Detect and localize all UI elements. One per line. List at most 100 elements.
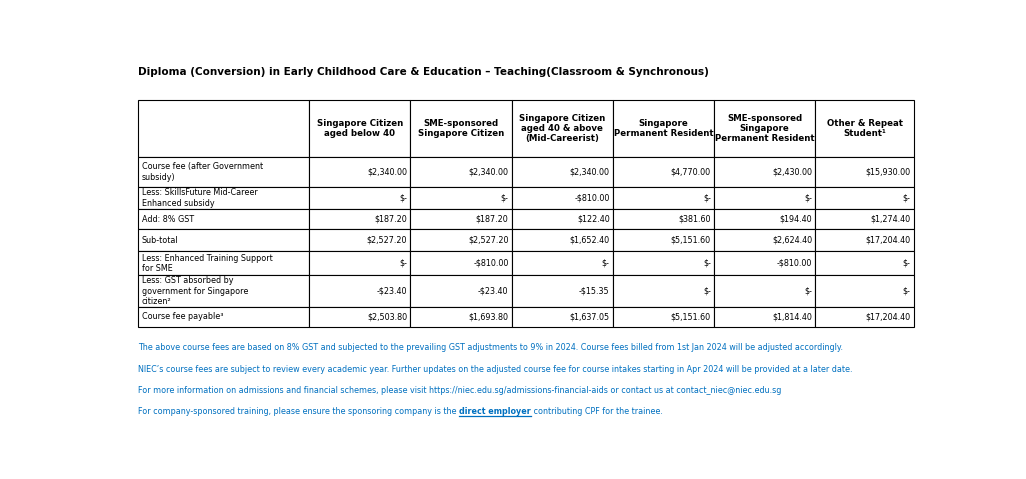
Text: Other & Repeat
Student¹: Other & Repeat Student¹ <box>827 119 903 138</box>
Bar <box>137 228 309 251</box>
Bar <box>816 251 914 275</box>
Bar <box>410 228 512 251</box>
Text: $187.20: $187.20 <box>374 215 407 224</box>
Bar <box>613 307 714 327</box>
Text: $381.60: $381.60 <box>678 215 711 224</box>
Text: Sub-total: Sub-total <box>142 236 179 245</box>
Bar <box>410 307 512 327</box>
Bar <box>137 307 309 327</box>
Text: $2,527.20: $2,527.20 <box>468 236 509 245</box>
Bar <box>309 307 410 327</box>
Text: The above course fees are based on 8% GST and subjected to the prevailing GST ad: The above course fees are based on 8% GS… <box>137 343 842 353</box>
Bar <box>410 251 512 275</box>
Bar <box>512 307 613 327</box>
Bar <box>410 187 512 209</box>
Bar <box>410 100 512 157</box>
Bar <box>714 275 816 307</box>
Text: $2,340.00: $2,340.00 <box>469 167 509 176</box>
Bar <box>512 209 613 228</box>
Text: $5,151.60: $5,151.60 <box>671 312 711 321</box>
Text: $17,204.40: $17,204.40 <box>866 236 911 245</box>
Text: $2,503.80: $2,503.80 <box>367 312 407 321</box>
Bar <box>714 228 816 251</box>
Text: -$810.00: -$810.00 <box>575 194 609 203</box>
Bar <box>309 100 410 157</box>
Text: $17,204.40: $17,204.40 <box>866 312 911 321</box>
Text: $2,430.00: $2,430.00 <box>772 167 812 176</box>
Text: $-: $- <box>903 259 911 268</box>
Bar <box>512 100 613 157</box>
Bar <box>714 209 816 228</box>
Bar <box>137 157 309 187</box>
Bar <box>512 228 613 251</box>
Bar <box>613 157 714 187</box>
Text: $-: $- <box>903 194 911 203</box>
Text: $-: $- <box>903 286 911 296</box>
Text: $187.20: $187.20 <box>476 215 509 224</box>
Text: Singapore Citizen
aged below 40: Singapore Citizen aged below 40 <box>317 119 403 138</box>
Bar <box>613 209 714 228</box>
Text: $1,814.40: $1,814.40 <box>773 312 812 321</box>
Bar <box>137 251 309 275</box>
Text: Less: Enhanced Training Support
for SME: Less: Enhanced Training Support for SME <box>142 254 273 273</box>
Text: $2,340.00: $2,340.00 <box>569 167 609 176</box>
Bar <box>714 157 816 187</box>
Text: NIEC’s course fees are subject to review every academic year. Further updates on: NIEC’s course fees are subject to review… <box>137 365 853 374</box>
Text: Singapore Citizen
aged 40 & above
(Mid-Careerist): Singapore Citizen aged 40 & above (Mid-C… <box>519 114 605 143</box>
Text: -$810.00: -$810.00 <box>473 259 509 268</box>
Bar <box>816 157 914 187</box>
Bar <box>714 100 816 157</box>
Bar <box>714 251 816 275</box>
Text: $1,652.40: $1,652.40 <box>569 236 609 245</box>
Text: $1,637.05: $1,637.05 <box>569 312 609 321</box>
Bar <box>512 187 613 209</box>
Bar <box>410 157 512 187</box>
Text: SME-sponsored
Singapore
Permanent Resident: SME-sponsored Singapore Permanent Reside… <box>715 114 815 143</box>
Bar <box>410 209 512 228</box>
Bar <box>512 157 613 187</box>
Bar <box>714 187 816 209</box>
Bar <box>816 209 914 228</box>
Bar <box>309 209 410 228</box>
Bar <box>309 187 410 209</box>
Text: -$23.40: -$23.40 <box>377 286 407 296</box>
Text: Singapore
Permanent Resident: Singapore Permanent Resident <box>614 119 713 138</box>
Text: $-: $- <box>703 194 711 203</box>
Bar <box>613 228 714 251</box>
Text: $15,930.00: $15,930.00 <box>866 167 911 176</box>
Bar <box>613 251 714 275</box>
Text: Less: SkillsFuture Mid-Career
Enhanced subsidy: Less: SkillsFuture Mid-Career Enhanced s… <box>142 188 258 208</box>
Text: $1,693.80: $1,693.80 <box>469 312 509 321</box>
Text: $-: $- <box>703 259 711 268</box>
Bar <box>410 275 512 307</box>
Bar <box>137 275 309 307</box>
Bar <box>309 251 410 275</box>
Text: -$23.40: -$23.40 <box>478 286 509 296</box>
Text: Add: 8% GST: Add: 8% GST <box>142 215 194 224</box>
Bar <box>613 187 714 209</box>
Text: -$810.00: -$810.00 <box>777 259 812 268</box>
Text: $2,340.00: $2,340.00 <box>367 167 407 176</box>
Bar <box>512 251 613 275</box>
Text: $-: $- <box>399 259 407 268</box>
Text: $194.40: $194.40 <box>780 215 812 224</box>
Text: $-: $- <box>703 286 711 296</box>
Bar <box>309 157 410 187</box>
Text: direct employer: direct employer <box>459 408 530 417</box>
Text: $1,274.40: $1,274.40 <box>870 215 911 224</box>
Text: $-: $- <box>501 194 509 203</box>
Text: $4,770.00: $4,770.00 <box>671 167 711 176</box>
Bar <box>816 228 914 251</box>
Bar <box>309 275 410 307</box>
Text: -$15.35: -$15.35 <box>579 286 609 296</box>
Text: $122.40: $122.40 <box>577 215 609 224</box>
Text: Course fee payable³: Course fee payable³ <box>142 312 224 321</box>
Text: $5,151.60: $5,151.60 <box>671 236 711 245</box>
Bar <box>816 100 914 157</box>
Bar <box>816 187 914 209</box>
Text: SME-sponsored
Singapore Citizen: SME-sponsored Singapore Citizen <box>418 119 504 138</box>
Bar <box>613 275 714 307</box>
Text: For more information on admissions and financial schemes, please visit https://n: For more information on admissions and f… <box>137 386 781 395</box>
Text: $2,624.40: $2,624.40 <box>772 236 812 245</box>
Text: $-: $- <box>804 286 812 296</box>
